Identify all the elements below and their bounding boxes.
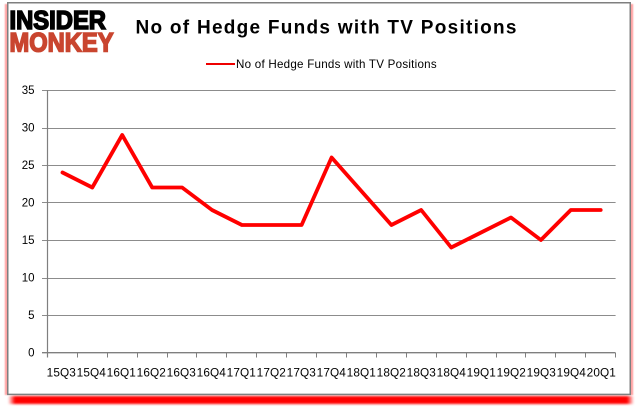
svg-text:MONKEY: MONKEY [10,28,114,58]
svg-text:17Q2: 17Q2 [257,366,286,380]
svg-text:10: 10 [22,273,35,285]
svg-text:20: 20 [22,198,35,210]
svg-text:18Q2: 18Q2 [377,366,406,380]
svg-text:20Q1: 20Q1 [587,366,616,380]
svg-text:19Q4: 19Q4 [557,366,587,380]
svg-text:18Q3: 18Q3 [407,366,437,380]
svg-text:16Q4: 16Q4 [197,366,227,380]
svg-text:19Q3: 19Q3 [527,366,557,380]
svg-text:25: 25 [22,160,35,172]
svg-text:No of Hedge Funds with TV Posi: No of Hedge Funds with TV Positions [136,18,517,39]
svg-text:18Q1: 18Q1 [347,366,376,380]
svg-text:17Q3: 17Q3 [287,366,317,380]
svg-text:15: 15 [22,235,35,247]
svg-text:18Q4: 18Q4 [437,366,467,380]
svg-text:15Q4: 15Q4 [77,366,107,380]
svg-text:19Q2: 19Q2 [497,366,526,380]
svg-text:15Q3: 15Q3 [47,366,77,380]
svg-text:16Q1: 16Q1 [107,366,136,380]
svg-text:INSIDER: INSIDER [10,5,107,35]
svg-text:35: 35 [22,85,35,97]
svg-text:5: 5 [28,310,34,322]
svg-text:16Q3: 16Q3 [167,366,197,380]
svg-text:19Q1: 19Q1 [467,366,496,380]
svg-text:17Q4: 17Q4 [317,366,347,380]
svg-text:30: 30 [22,123,35,135]
svg-text:16Q2: 16Q2 [137,366,166,380]
svg-text:17Q1: 17Q1 [227,366,256,380]
svg-text:0: 0 [28,348,34,360]
